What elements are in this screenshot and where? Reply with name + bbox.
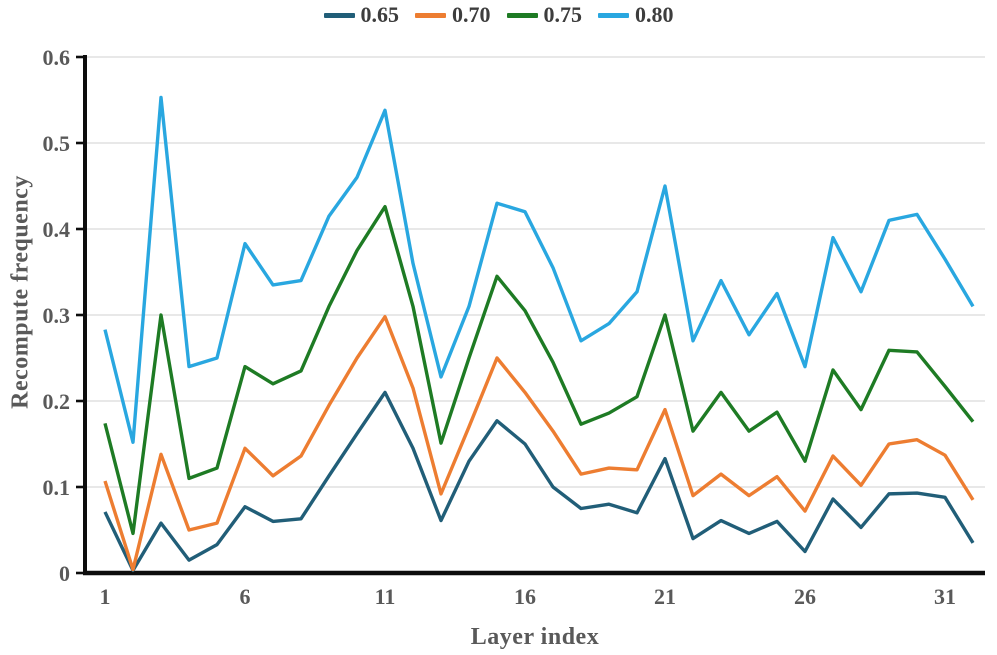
y-tick-label: 0.6	[43, 45, 71, 70]
x-tick-label: 16	[514, 584, 536, 609]
legend-item-0.70: 0.70	[415, 2, 491, 28]
x-tick-label: 31	[934, 584, 956, 609]
y-tick-label: 0.4	[43, 217, 71, 242]
chart-legend: 0.65 0.70 0.75 0.80	[323, 2, 674, 28]
series-line-0.70	[103, 315, 975, 572]
legend-item-0.80: 0.80	[598, 2, 674, 28]
legend-label: 0.70	[452, 2, 491, 27]
y-axis-title: Recompute frequency	[7, 175, 34, 409]
legend-dash-icon	[323, 12, 355, 18]
y-tick-label: 0.2	[43, 389, 71, 414]
y-tick-label: 0	[59, 561, 70, 586]
legend-item-0.65: 0.65	[323, 2, 400, 28]
series-line-0.75	[103, 204, 975, 536]
x-axis-title: Layer index	[470, 624, 600, 650]
series-line-0.65	[103, 390, 975, 573]
x-tick-label: 1	[100, 584, 111, 609]
legend-label: 0.80	[635, 2, 674, 27]
x-tick-label: 11	[375, 584, 396, 609]
x-tick-label: 6	[240, 584, 251, 609]
legend-item-0.75: 0.75	[506, 2, 583, 28]
y-tick-label: 0.1	[43, 475, 71, 500]
x-tick-label: 26	[794, 584, 816, 609]
y-tick-label: 0.5	[43, 131, 71, 156]
legend-dash-icon	[598, 12, 629, 18]
legend-dash-icon	[415, 12, 446, 18]
legend-label: 0.75	[543, 2, 583, 27]
legend-label: 0.65	[360, 2, 400, 27]
y-tick-label: 0.3	[43, 303, 71, 328]
series-line-0.80	[103, 95, 975, 444]
x-tick-label: 21	[654, 584, 676, 609]
legend-dash-icon	[506, 12, 538, 18]
